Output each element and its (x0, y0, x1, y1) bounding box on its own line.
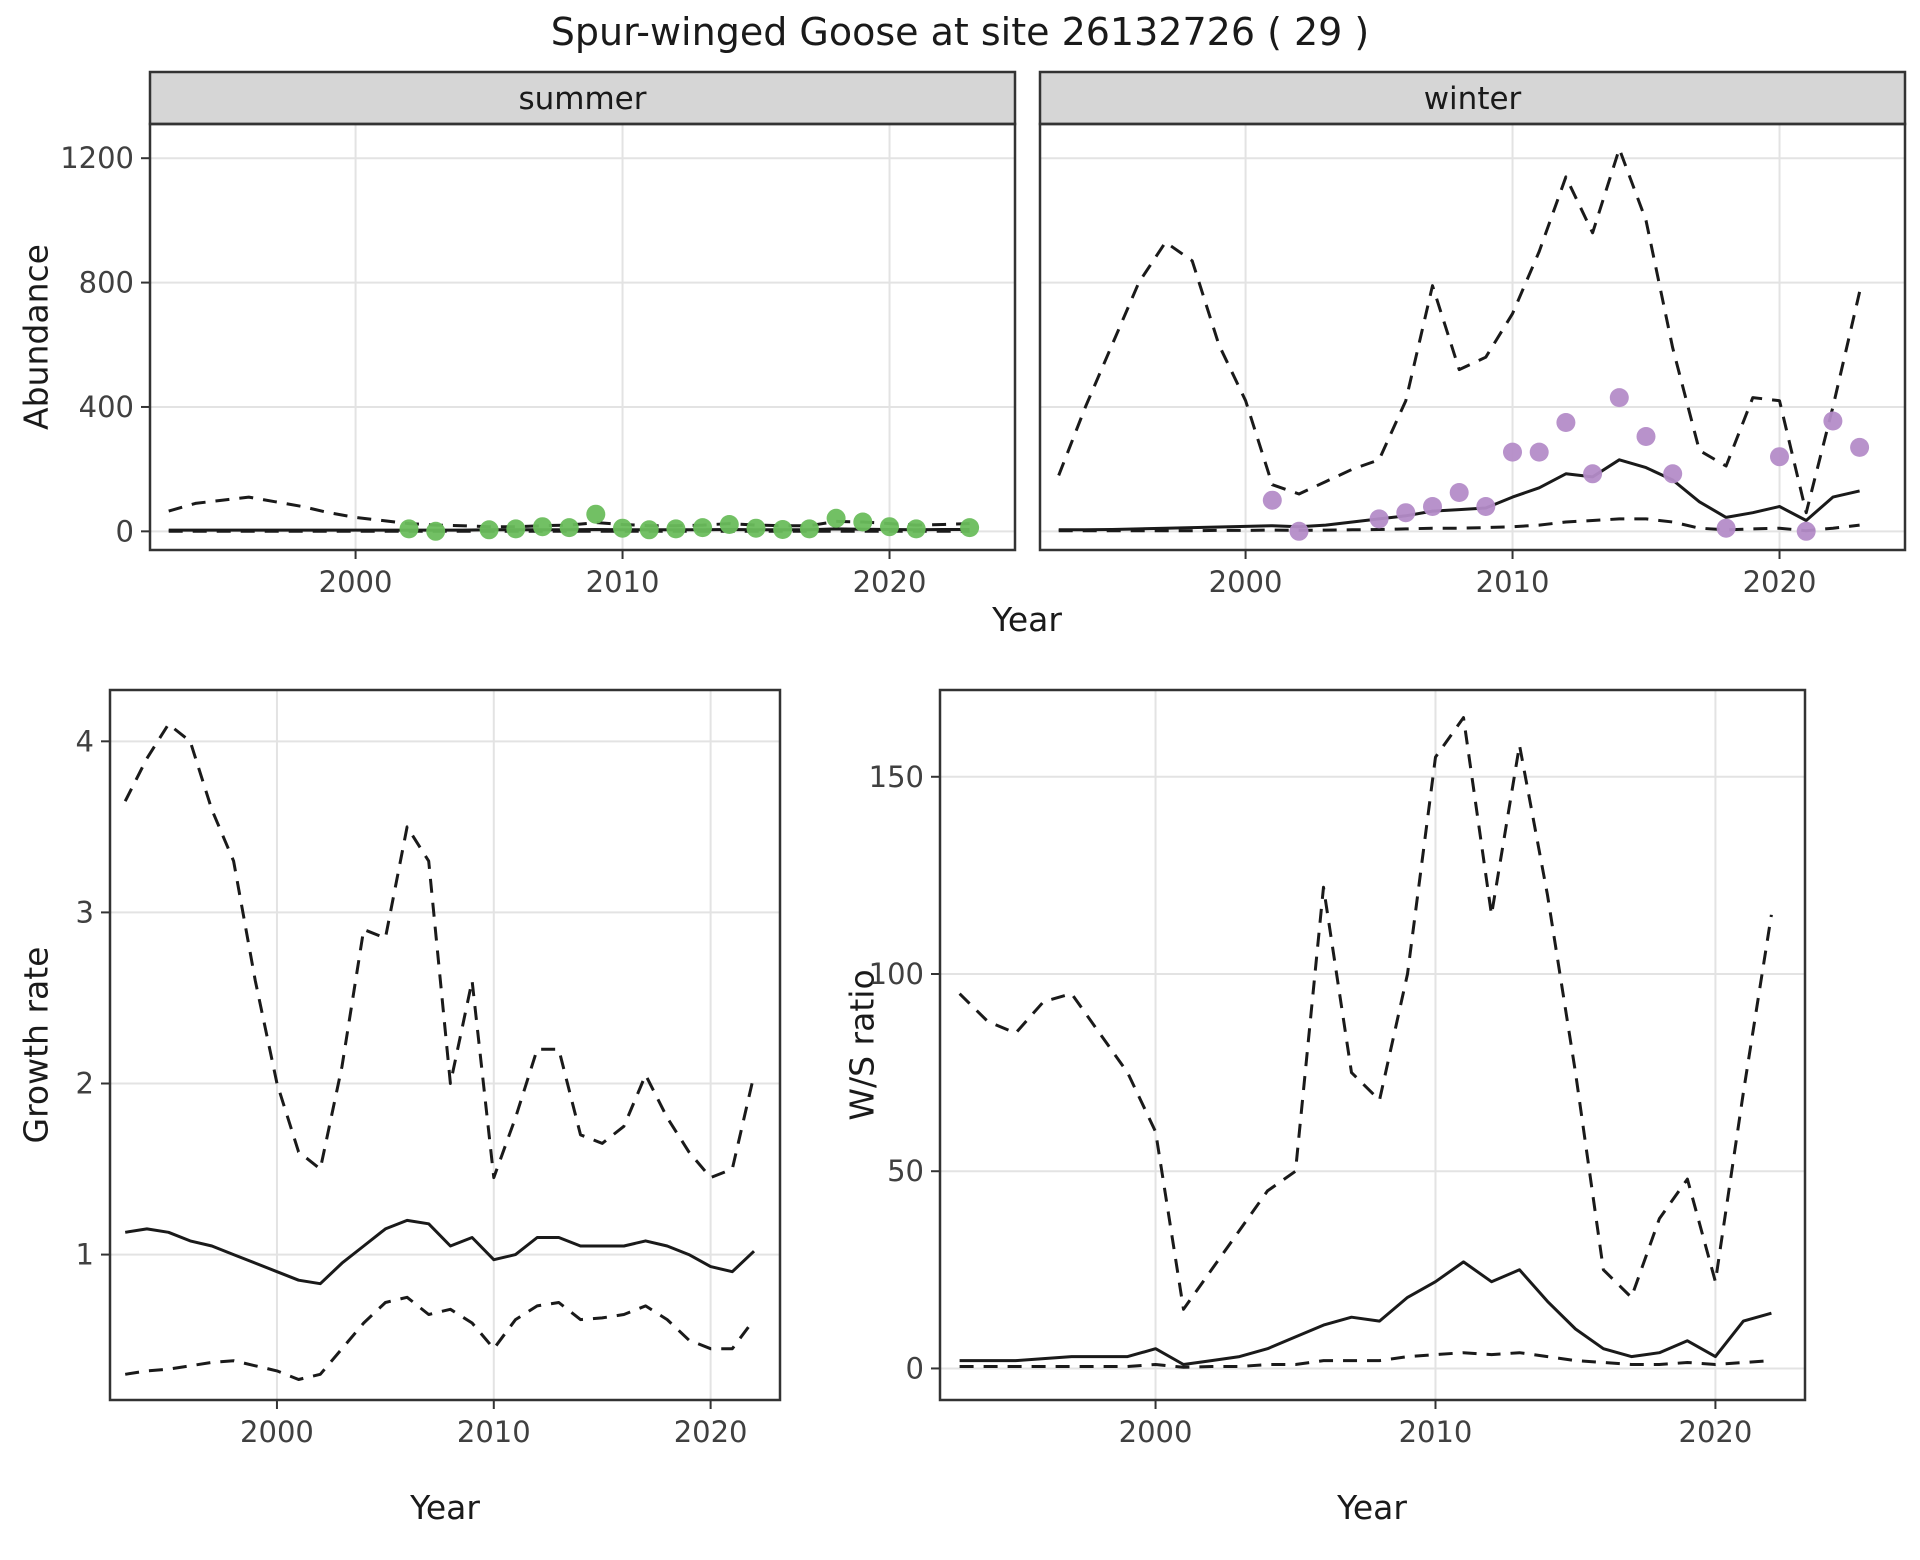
ws-ratio-x-axis-label: Year (1337, 1488, 1407, 1527)
observed-winter-point (1823, 411, 1843, 431)
observed-summer-point (559, 518, 579, 538)
facet-strip (148, 70, 1017, 126)
plot-background (150, 124, 1015, 550)
observed-summer-point (853, 512, 873, 532)
plot-background (940, 690, 1805, 1400)
x-tick-label: 2000 (1119, 1415, 1193, 1449)
observed-winter-point (1289, 521, 1309, 541)
observed-summer-point (533, 517, 552, 537)
observed-summer-point (479, 520, 499, 540)
observed-summer-point (773, 520, 793, 539)
x-tick-label: 2020 (1679, 1415, 1753, 1449)
observed-winter-point (1369, 509, 1389, 529)
observed-summer-point (666, 519, 686, 539)
series-median (959, 1260, 1772, 1366)
series-upper_ci (958, 716, 1773, 1311)
observed-summer-point (960, 518, 980, 538)
observed-winter-point (1449, 483, 1469, 502)
panel-border (938, 688, 1807, 1402)
panel-border (1038, 122, 1907, 552)
observed-winter-point (1663, 464, 1683, 484)
x-tick-label: 2010 (1476, 565, 1550, 599)
observed-summer-point (426, 521, 446, 541)
series-lower_ci (124, 1295, 756, 1381)
observed-summer-point (906, 519, 926, 539)
y-tick-label: 150 (869, 760, 924, 794)
growth-rate-panel: 2000 2010 2020 1 2 3 4 (76, 688, 782, 1449)
y-tick-label: 3 (76, 895, 94, 929)
growth-rate-x-axis-label: Year (410, 1488, 480, 1527)
y-tick-label: 100 (869, 957, 924, 991)
ws-ratio-panel: 2000 2010 2020 0 50 100 150 (869, 688, 1807, 1449)
observed-winter-point (1583, 464, 1603, 484)
panel-border (108, 688, 782, 1402)
observed-summer-point (719, 515, 739, 534)
facet-strip-label: winter (1424, 81, 1522, 117)
y-tick-label: 0 (116, 514, 134, 548)
x-tick-label: 2020 (1743, 565, 1817, 599)
observed-winter-point (1503, 442, 1522, 462)
y-tick-label: 50 (887, 1154, 924, 1188)
observed-winter-point (1262, 490, 1282, 510)
x-tick-label: 2000 (319, 565, 393, 599)
observed-winter-point (1423, 497, 1442, 516)
abundance-winter-panel: 2000 2010 2020 winter (1038, 70, 1907, 599)
series-upper_ci (123, 722, 756, 1180)
x-tick-label: 2000 (1209, 565, 1283, 599)
plot-background (110, 690, 780, 1400)
y-tick-label: 1 (76, 1238, 94, 1272)
x-tick-label: 2010 (1399, 1415, 1473, 1449)
y-tick-label: 0 (906, 1351, 924, 1385)
x-tick-label: 2010 (457, 1415, 531, 1449)
series-median (1058, 458, 1860, 532)
observed-summer-point (399, 519, 419, 539)
x-tick-label: 2000 (240, 1415, 314, 1449)
observed-summer-point (880, 517, 899, 537)
y-tick-label: 2 (76, 1066, 94, 1100)
series-lower_ci (1058, 517, 1860, 533)
observed-summer-point (799, 519, 819, 539)
series-lower_ci (959, 1351, 1772, 1369)
y-tick-label: 1200 (60, 141, 134, 175)
observed-winter-point (1716, 518, 1736, 538)
observed-winter-point (1770, 447, 1789, 467)
observed-summer-point (613, 518, 632, 538)
x-tick-label: 2020 (674, 1415, 748, 1449)
observed-summer-point (639, 520, 659, 540)
observed-winter-point (1556, 413, 1576, 432)
series-upper_ci (1057, 147, 1862, 515)
observed-summer-point (746, 518, 766, 538)
panel-border (148, 122, 1017, 552)
y-tick-label: 800 (79, 266, 134, 300)
chart-title: Spur-winged Goose at site 26132726 ( 29 … (550, 10, 1370, 54)
facet-strip (1038, 70, 1907, 126)
x-tick-label: 2010 (586, 565, 660, 599)
observed-summer-point (693, 518, 713, 538)
series-median (124, 1218, 756, 1286)
plot-background (1040, 124, 1905, 550)
observed-winter-point (1476, 497, 1496, 516)
y-tick-label: 4 (76, 724, 94, 758)
x-tick-label: 2020 (853, 565, 927, 599)
observed-summer-point (506, 519, 526, 539)
top-x-axis-label: Year (992, 600, 1062, 639)
abundance-summer-panel: 2000 2010 2020 0 400 800 1200 summer (60, 70, 1017, 599)
facet-strip-label: summer (518, 81, 646, 117)
y-tick-label: 400 (79, 390, 134, 424)
observed-winter-point (1529, 442, 1549, 462)
observed-summer-point (586, 504, 606, 524)
observed-winter-point (1609, 388, 1629, 408)
observed-winter-point (1850, 437, 1870, 457)
observed-winter-point (1636, 427, 1656, 446)
observed-winter-point (1396, 503, 1416, 523)
observed-winter-point (1796, 521, 1816, 541)
observed-summer-point (826, 508, 846, 528)
